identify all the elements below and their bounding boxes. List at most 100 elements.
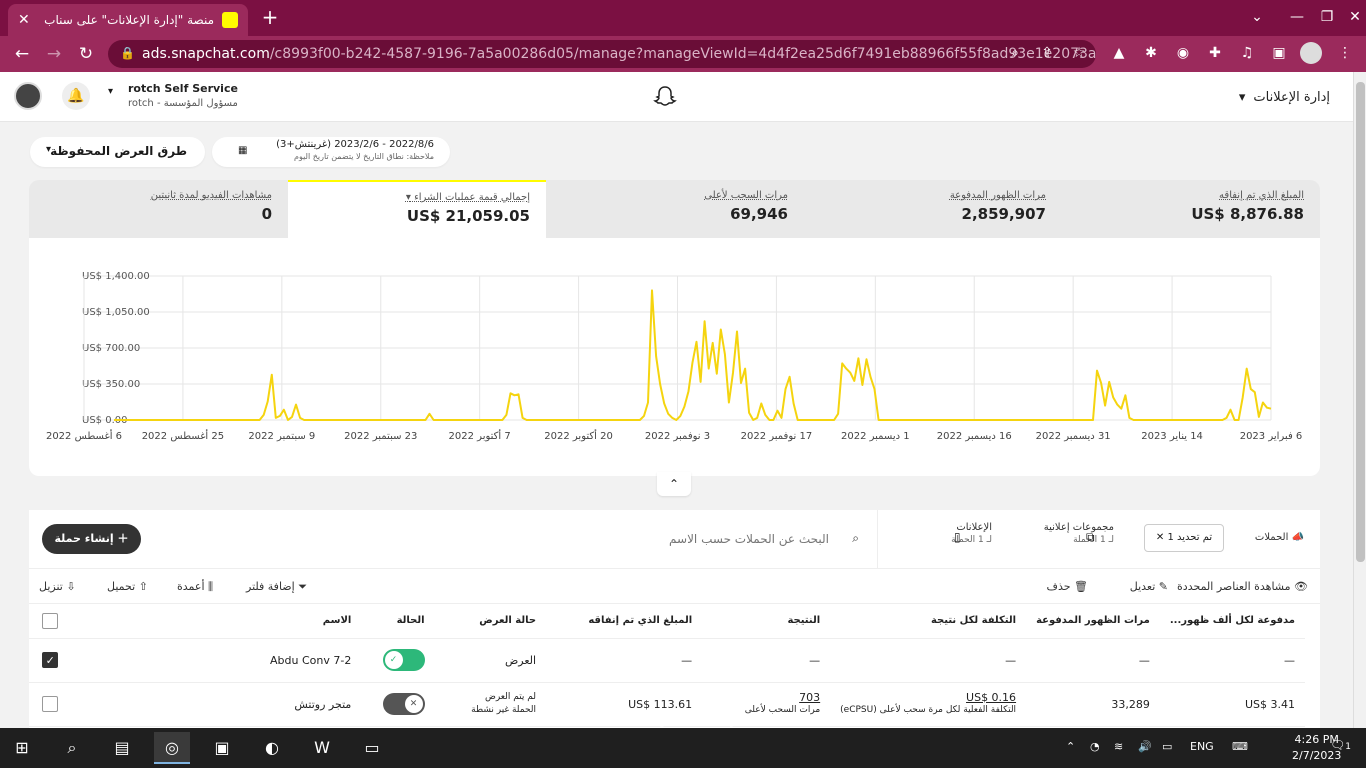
media-icon[interactable]: ♫ [1240, 45, 1254, 61]
column-header-name[interactable]: الاسم [68, 604, 362, 639]
address-bar[interactable]: ads.snapchat.com/c8993f00-b242-4587-9196… [108, 40, 1096, 68]
restore-icon[interactable]: ❐ [1320, 9, 1334, 25]
entity-tabs: 📣 الحملات تم تحديد 1 ✕ مجموعات إعلانية ل… [877, 510, 1320, 568]
status-toggle[interactable]: ✓ [382, 649, 425, 671]
chevron-down-icon[interactable]: ⌄ [1251, 9, 1263, 25]
kpi-spend[interactable]: المبلغ الذي تم إنفاقه US$ 8,876.88 [1062, 180, 1320, 238]
status-toggle[interactable]: ✕ [382, 693, 425, 715]
cell-cpr: US$ 0.16 التكلفة الفعلية لكل مرة سحب لأعل… [830, 682, 1027, 727]
lock-icon[interactable]: 🔒 [120, 46, 135, 60]
download-button[interactable]: ⇩ تنزيل [39, 580, 76, 593]
chevron-up-icon[interactable]: ⌃ [1066, 740, 1076, 753]
page-scrollbar[interactable] [1353, 72, 1366, 728]
keyboard-icon[interactable]: ⌨ [1232, 740, 1248, 753]
battery-icon[interactable]: ▭ [1162, 740, 1173, 753]
language-indicator[interactable]: ENG [1190, 740, 1214, 753]
table-row[interactable]: — — — — — العرض ✓ Abdu Conv 7-2 ✓ [29, 638, 1305, 683]
browser-toolbar: ← → ↻ ads.snapchat.com/c8993f00-b242-458… [0, 36, 1366, 72]
close-window-icon[interactable]: ✕ [1349, 9, 1361, 25]
avatar[interactable] [14, 82, 42, 110]
filter-icon: ⏷ [294, 580, 307, 593]
create-campaign-button[interactable]: ＋ إنشاء حملة [42, 524, 141, 554]
edge-icon[interactable]: ◐ [265, 738, 279, 757]
cell-status: ✕ [361, 682, 435, 727]
saved-views-dropdown[interactable]: طرق العرض المحفوظة ▾ [30, 137, 205, 167]
scrollbar-thumb[interactable] [1356, 82, 1365, 562]
manage-ads-menu[interactable]: إدارة الإعلانات ▾ [1190, 86, 1330, 108]
campaign-name-link[interactable]: Abdu Conv 7-2 [270, 653, 352, 667]
reload-icon[interactable]: ↻ [78, 44, 94, 64]
minimize-icon[interactable]: — [1290, 9, 1304, 25]
search-icon[interactable]: ⌕ [67, 738, 77, 757]
extension-icon[interactable]: ◉ [1176, 45, 1190, 61]
chrome-icon[interactable]: ◎ [154, 732, 190, 764]
close-icon[interactable]: ✕ [1155, 532, 1165, 543]
forward-arrow-icon[interactable]: → [46, 44, 62, 64]
close-tab-icon[interactable]: ✕ [18, 12, 30, 28]
new-tab-button[interactable]: + [261, 5, 279, 29]
chevron-down-icon: ▾ [1238, 89, 1246, 105]
cell-spend: US$ 113.61 [546, 682, 703, 727]
column-header-cpm[interactable]: مدفوعة لكل ألف ظهور... [1159, 604, 1305, 639]
menu-dots-icon[interactable]: ⋮ [1338, 45, 1352, 61]
puzzle-icon[interactable]: ✚ [1209, 45, 1221, 61]
app-icon[interactable]: ▤ [114, 738, 130, 757]
kpi-swipe-ups[interactable]: مرات السحب لأعلى 69,946 [546, 180, 804, 238]
collapse-chart-button[interactable]: ⌃ [657, 472, 691, 496]
x-tick-label: 16 ديسمبر 2022 [937, 431, 1012, 442]
snapchat-favicon-icon [222, 12, 238, 28]
back-arrow-icon[interactable]: ← [14, 44, 30, 64]
wifi-icon[interactable]: ≋ [1114, 740, 1124, 753]
word-icon[interactable]: W [314, 738, 330, 757]
column-header-spend[interactable]: المبلغ الذي تم إنفاقه [546, 604, 703, 639]
chevron-down-icon: ▾ [46, 144, 52, 155]
x-icon: ✕ [404, 695, 423, 713]
y-tick-label: US$ 700.00 [82, 343, 140, 354]
notification-icon[interactable]: 🗨1 [1330, 738, 1351, 752]
zoom-icon[interactable]: ⌕ [1011, 45, 1019, 61]
search-input[interactable] [159, 524, 869, 554]
column-header-impressions[interactable]: مرات الظهور المدفوعة [1026, 604, 1160, 639]
browser-tab[interactable]: منصة "إدارة الإعلانات" على سناب ✕ [8, 4, 248, 36]
extension-icon[interactable]: ▲ [1113, 45, 1125, 61]
tab-campaigns[interactable]: 📣 الحملات [1254, 532, 1304, 543]
share-icon[interactable]: ⇪ [1041, 45, 1053, 61]
view-selected-button[interactable]: 👁 مشاهدة العناصر المحددة [1177, 580, 1308, 593]
folder-icon[interactable]: ▭ [364, 738, 380, 757]
campaign-name-link[interactable]: متجر روتتش [294, 697, 352, 711]
columns-button[interactable]: ⫼ أعمدة [177, 580, 214, 593]
column-header-status[interactable]: الحالة [361, 604, 435, 639]
account-switcher[interactable]: ▾ rotch Self Service rotch - مسؤول المؤس… [108, 80, 308, 114]
network-icon[interactable]: ◔ [1090, 740, 1100, 753]
app-icon[interactable]: ▣ [214, 738, 230, 757]
clock[interactable]: 4:26 PM 2/7/2023 [1292, 732, 1341, 764]
volume-icon[interactable]: 🔊 [1138, 740, 1152, 753]
select-all-checkbox[interactable] [42, 612, 59, 629]
windows-start-icon[interactable]: ⊞ [15, 738, 29, 757]
upload-button[interactable]: ⇧ تحميل [107, 580, 148, 593]
edit-button[interactable]: ✎ تعديل [1129, 580, 1168, 593]
tab-adsets[interactable]: مجموعات إعلانية لـ 1 الحملة [1043, 522, 1114, 545]
bell-icon[interactable]: 🔔 [62, 82, 90, 110]
column-header-result[interactable]: النتيجة [702, 604, 831, 639]
sidebar-icon[interactable]: ▣ [1272, 45, 1286, 61]
table-row[interactable]: US$ 3.41 33,289 US$ 0.16 التكلفة الفعلية … [29, 682, 1305, 727]
delete-button[interactable]: 🗑 حذف [1046, 580, 1088, 593]
kpi-impressions[interactable]: مرات الظهور المدفوعة 2,859,907 [804, 180, 1062, 238]
selected-filter-chip[interactable]: تم تحديد 1 ✕ [1144, 524, 1224, 552]
cell-impressions: — [1026, 638, 1160, 683]
kpi-purchase-value[interactable]: إجمالي قيمة عمليات الشراء ▾ US$ 21,059.0… [288, 180, 546, 238]
column-header-delivery[interactable]: حالة العرض [434, 604, 547, 639]
kpi-video-views[interactable]: مشاهدات الفيديو لمدة ثانيتين 0 [30, 180, 288, 238]
profile-avatar[interactable] [1300, 42, 1322, 64]
snapchat-ghost-icon[interactable] [652, 84, 678, 110]
row-checkbox[interactable] [42, 696, 59, 712]
star-icon[interactable]: ☆ [1072, 45, 1086, 61]
row-checkbox[interactable]: ✓ [42, 652, 59, 668]
extension-icon[interactable]: ✱ [1145, 45, 1157, 61]
date-range-picker[interactable]: 2022/8/6 - 2023/2/6 (غرينتش+3) ملاحظة: ن… [212, 137, 450, 167]
download-icon: ⇩ [62, 580, 76, 593]
column-header-cpr[interactable]: التكلفة لكل نتيجة [830, 604, 1027, 639]
tab-ads[interactable]: الإعلانات لـ 1 الحملة [951, 522, 992, 545]
add-filter-button[interactable]: ⏷ إضافة فلتر [246, 580, 307, 593]
